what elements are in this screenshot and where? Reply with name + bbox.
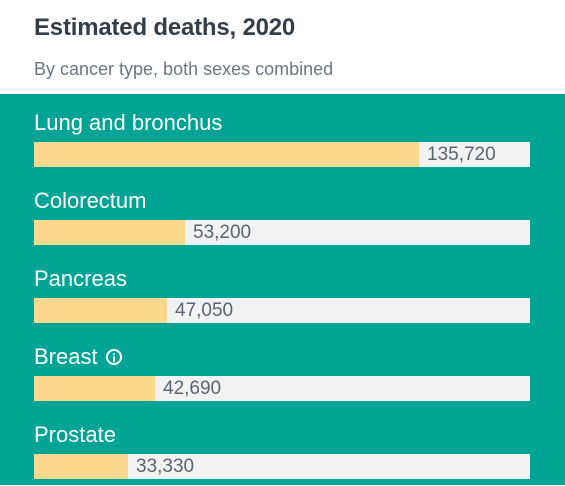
bar-track: 135,720: [34, 142, 530, 167]
chart-header: Estimated deaths, 2020 By cancer type, b…: [0, 0, 565, 94]
bar-row: Breast 42,690: [0, 330, 565, 408]
category-label-text: Colorectum: [34, 188, 147, 213]
bar: [34, 142, 419, 167]
bar-row: Lung and bronchus 135,720: [0, 96, 565, 174]
info-icon[interactable]: [105, 349, 122, 365]
category-label: Breast: [34, 344, 122, 370]
chart-title: Estimated deaths, 2020: [34, 14, 296, 41]
bar-value-label: 33,330: [136, 456, 195, 477]
bar-value-label: 135,720: [427, 144, 496, 165]
bar: [34, 298, 167, 323]
category-label-text: Pancreas: [34, 266, 127, 291]
bar-row: Pancreas 47,050: [0, 252, 565, 330]
bar-row: Prostate 33,330: [0, 408, 565, 486]
bar-value-label: 42,690: [163, 378, 222, 399]
bar-track: 47,050: [34, 298, 530, 323]
bar: [34, 376, 155, 401]
bar-chart-panel: Lung and bronchus 135,720 Colorectum 53,200…: [0, 94, 565, 485]
bar: [34, 220, 185, 245]
bar-track: 33,330: [34, 454, 530, 479]
bar-value-label: 47,050: [175, 300, 234, 321]
chart-subtitle: By cancer type, both sexes combined: [34, 59, 334, 79]
category-label-text: Prostate: [34, 422, 116, 447]
bar-value-label: 53,200: [193, 222, 252, 243]
category-label: Colorectum: [34, 188, 146, 214]
bar-row: Colorectum 53,200: [0, 174, 565, 252]
category-label-text: Breast: [34, 344, 98, 369]
category-label: Pancreas: [34, 266, 127, 292]
category-label: Prostate: [34, 422, 116, 448]
bar-track: 53,200: [34, 220, 530, 245]
category-label: Lung and bronchus: [34, 110, 222, 136]
bar: [34, 454, 128, 479]
category-label-text: Lung and bronchus: [34, 110, 223, 135]
bar-track: 42,690: [34, 376, 530, 401]
